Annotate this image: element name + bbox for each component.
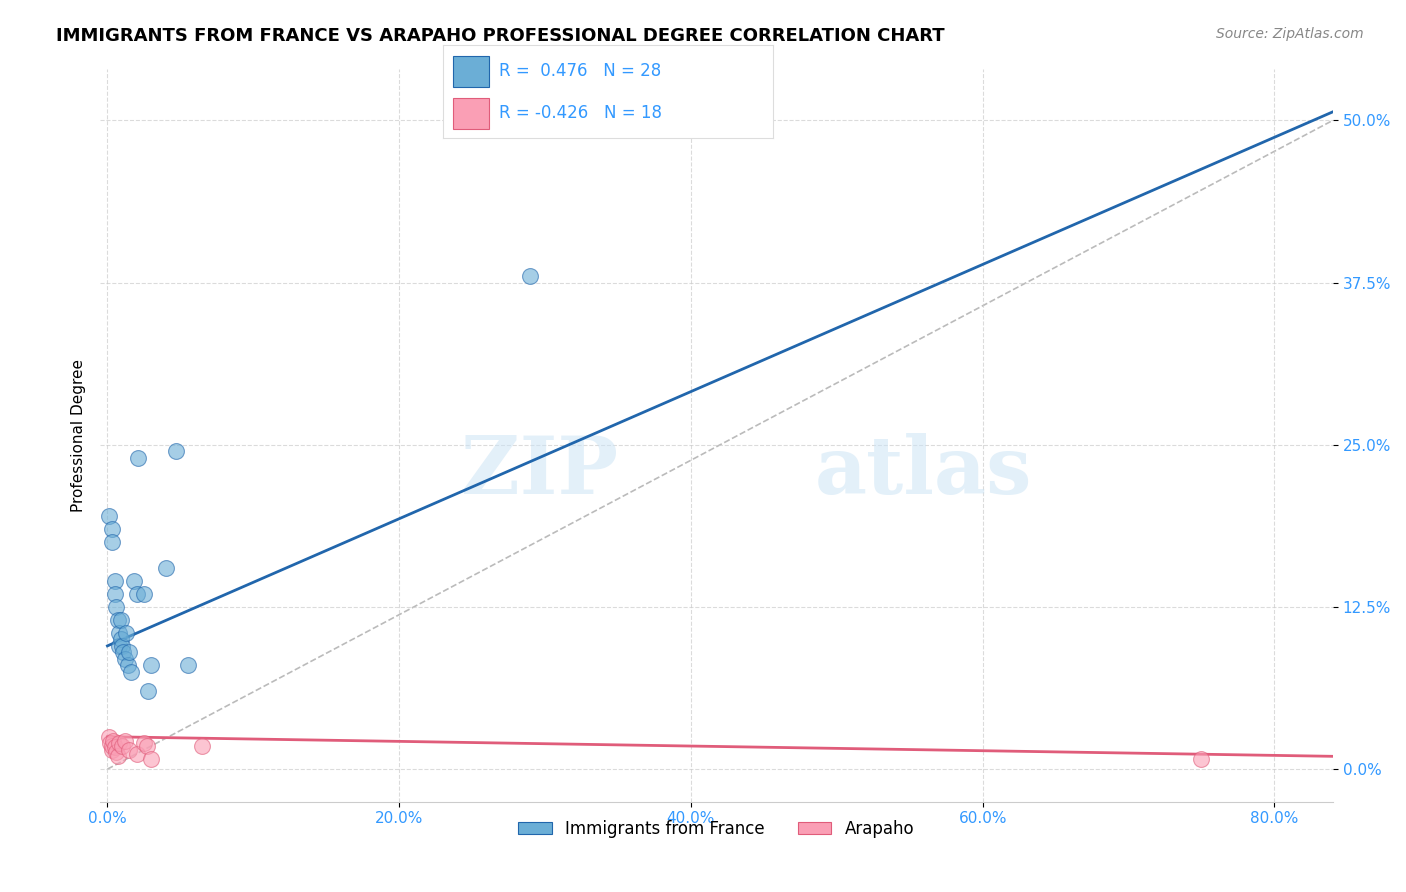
Point <box>107 613 129 627</box>
Point <box>165 444 187 458</box>
Point <box>111 739 134 753</box>
Text: R = -0.426   N = 18: R = -0.426 N = 18 <box>499 104 662 122</box>
Point <box>110 613 132 627</box>
Point <box>108 736 131 750</box>
Legend: Immigrants from France, Arapaho: Immigrants from France, Arapaho <box>512 814 921 845</box>
Text: ZIP: ZIP <box>461 433 617 511</box>
Point <box>114 733 136 747</box>
FancyBboxPatch shape <box>453 56 489 87</box>
Point <box>104 574 127 588</box>
Point <box>115 626 138 640</box>
Point <box>97 509 120 524</box>
Point <box>108 639 131 653</box>
Point <box>101 739 124 753</box>
Point <box>155 561 177 575</box>
Point <box>103 733 125 747</box>
Point <box>122 574 145 588</box>
Point <box>111 639 134 653</box>
Text: IMMIGRANTS FROM FRANCE VS ARAPAHO PROFESSIONAL DEGREE CORRELATION CHART: IMMIGRANTS FROM FRANCE VS ARAPAHO PROFES… <box>56 27 945 45</box>
Point <box>105 745 128 759</box>
Point <box>117 658 139 673</box>
Point <box>132 587 155 601</box>
Point <box>136 684 159 698</box>
Point <box>108 626 131 640</box>
Point <box>112 645 135 659</box>
Point <box>141 752 163 766</box>
Point <box>97 730 120 744</box>
FancyBboxPatch shape <box>453 98 489 129</box>
Point <box>176 658 198 673</box>
Point <box>141 658 163 673</box>
Text: R =  0.476   N = 28: R = 0.476 N = 28 <box>499 62 661 80</box>
Point <box>104 587 127 601</box>
Y-axis label: Professional Degree: Professional Degree <box>72 359 86 511</box>
Point <box>125 587 148 601</box>
Point <box>118 645 141 659</box>
Point <box>107 749 129 764</box>
Point <box>105 599 128 614</box>
Point <box>1191 752 1213 766</box>
Point <box>114 652 136 666</box>
Point <box>101 522 124 536</box>
Point <box>127 450 149 465</box>
Point <box>132 736 155 750</box>
Point <box>101 742 124 756</box>
Point <box>135 739 157 753</box>
Point <box>118 742 141 756</box>
Text: atlas: atlas <box>815 433 1032 511</box>
Point <box>120 665 142 679</box>
Point <box>98 736 121 750</box>
Point <box>110 632 132 647</box>
Point <box>519 269 541 284</box>
Text: Source: ZipAtlas.com: Source: ZipAtlas.com <box>1216 27 1364 41</box>
Point <box>125 747 148 761</box>
Point <box>101 535 124 549</box>
Point <box>191 739 214 753</box>
Point <box>104 740 127 755</box>
